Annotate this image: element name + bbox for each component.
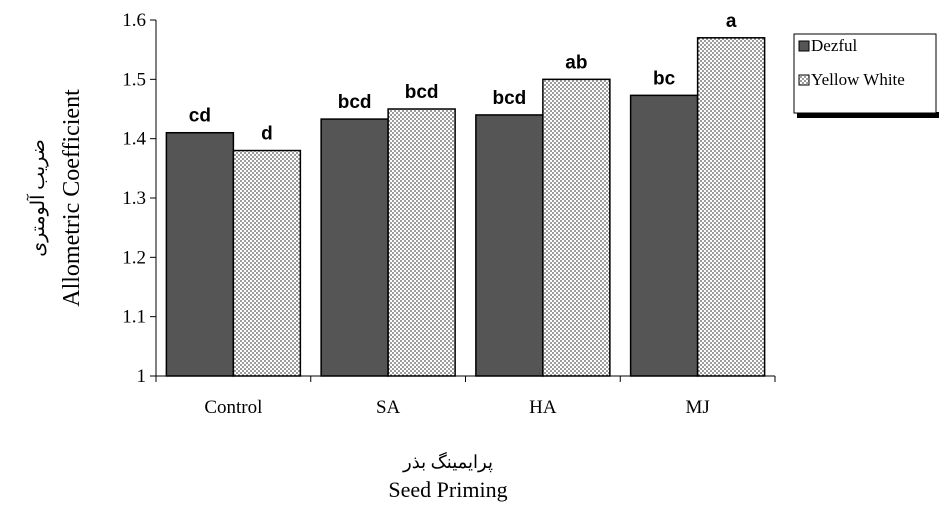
significance-label: cd [189,106,211,127]
legend-swatch [798,40,810,52]
legend-swatch [798,74,810,86]
bar-dezful [475,114,544,377]
significance-label: ab [565,52,587,73]
y-tick-label: 1.5 [122,69,146,90]
legend-shadow [797,112,939,118]
significance-label: bcd [405,82,439,103]
bar-dezful [320,118,389,377]
significance-label: d [261,124,273,145]
legend-label: Yellow White [811,70,905,89]
bar-dezful [629,94,699,377]
y-tick-label: 1 [137,366,147,387]
x-tick-label: SA [376,397,401,418]
legend-label: Dezful [811,36,858,55]
legend-box [793,33,937,114]
significance-label: bcd [338,92,372,113]
x-axis-title: Seed Priming [388,477,507,502]
y-tick-label: 1.6 [122,10,146,31]
y-tick-label: 1.4 [122,129,146,150]
x-axis-title-fa: پرایمینگ بذر [402,451,493,473]
y-axis-title-fa: ضریب آلومتری [26,139,49,256]
y-axis: 1 1.1 1.2 1.3 1.4 1.5 1.6 [122,10,157,387]
y-tick-label: 1.3 [122,188,146,209]
y-axis-title: Allometric Coefficient [59,89,85,307]
y-tick-label: 1.1 [122,307,146,328]
bars [165,37,766,377]
y-tick-label: 1.2 [122,247,146,268]
bar-dezful [165,131,235,377]
bar-yellow-white [696,37,766,377]
bar-yellow-white [387,108,456,377]
bar-yellow-white [542,78,611,377]
x-tick-label: MJ [685,397,709,418]
x-tick-label: Control [204,397,262,418]
x-tick-label: HA [529,397,557,418]
bar-yellow-white [232,149,302,377]
significance-label: a [726,11,737,32]
significance-label: bc [653,68,676,89]
legend: Dezful Yellow White [793,33,939,118]
significance-label: bcd [492,88,526,109]
x-axis: Control SA HA MJ [155,375,776,418]
